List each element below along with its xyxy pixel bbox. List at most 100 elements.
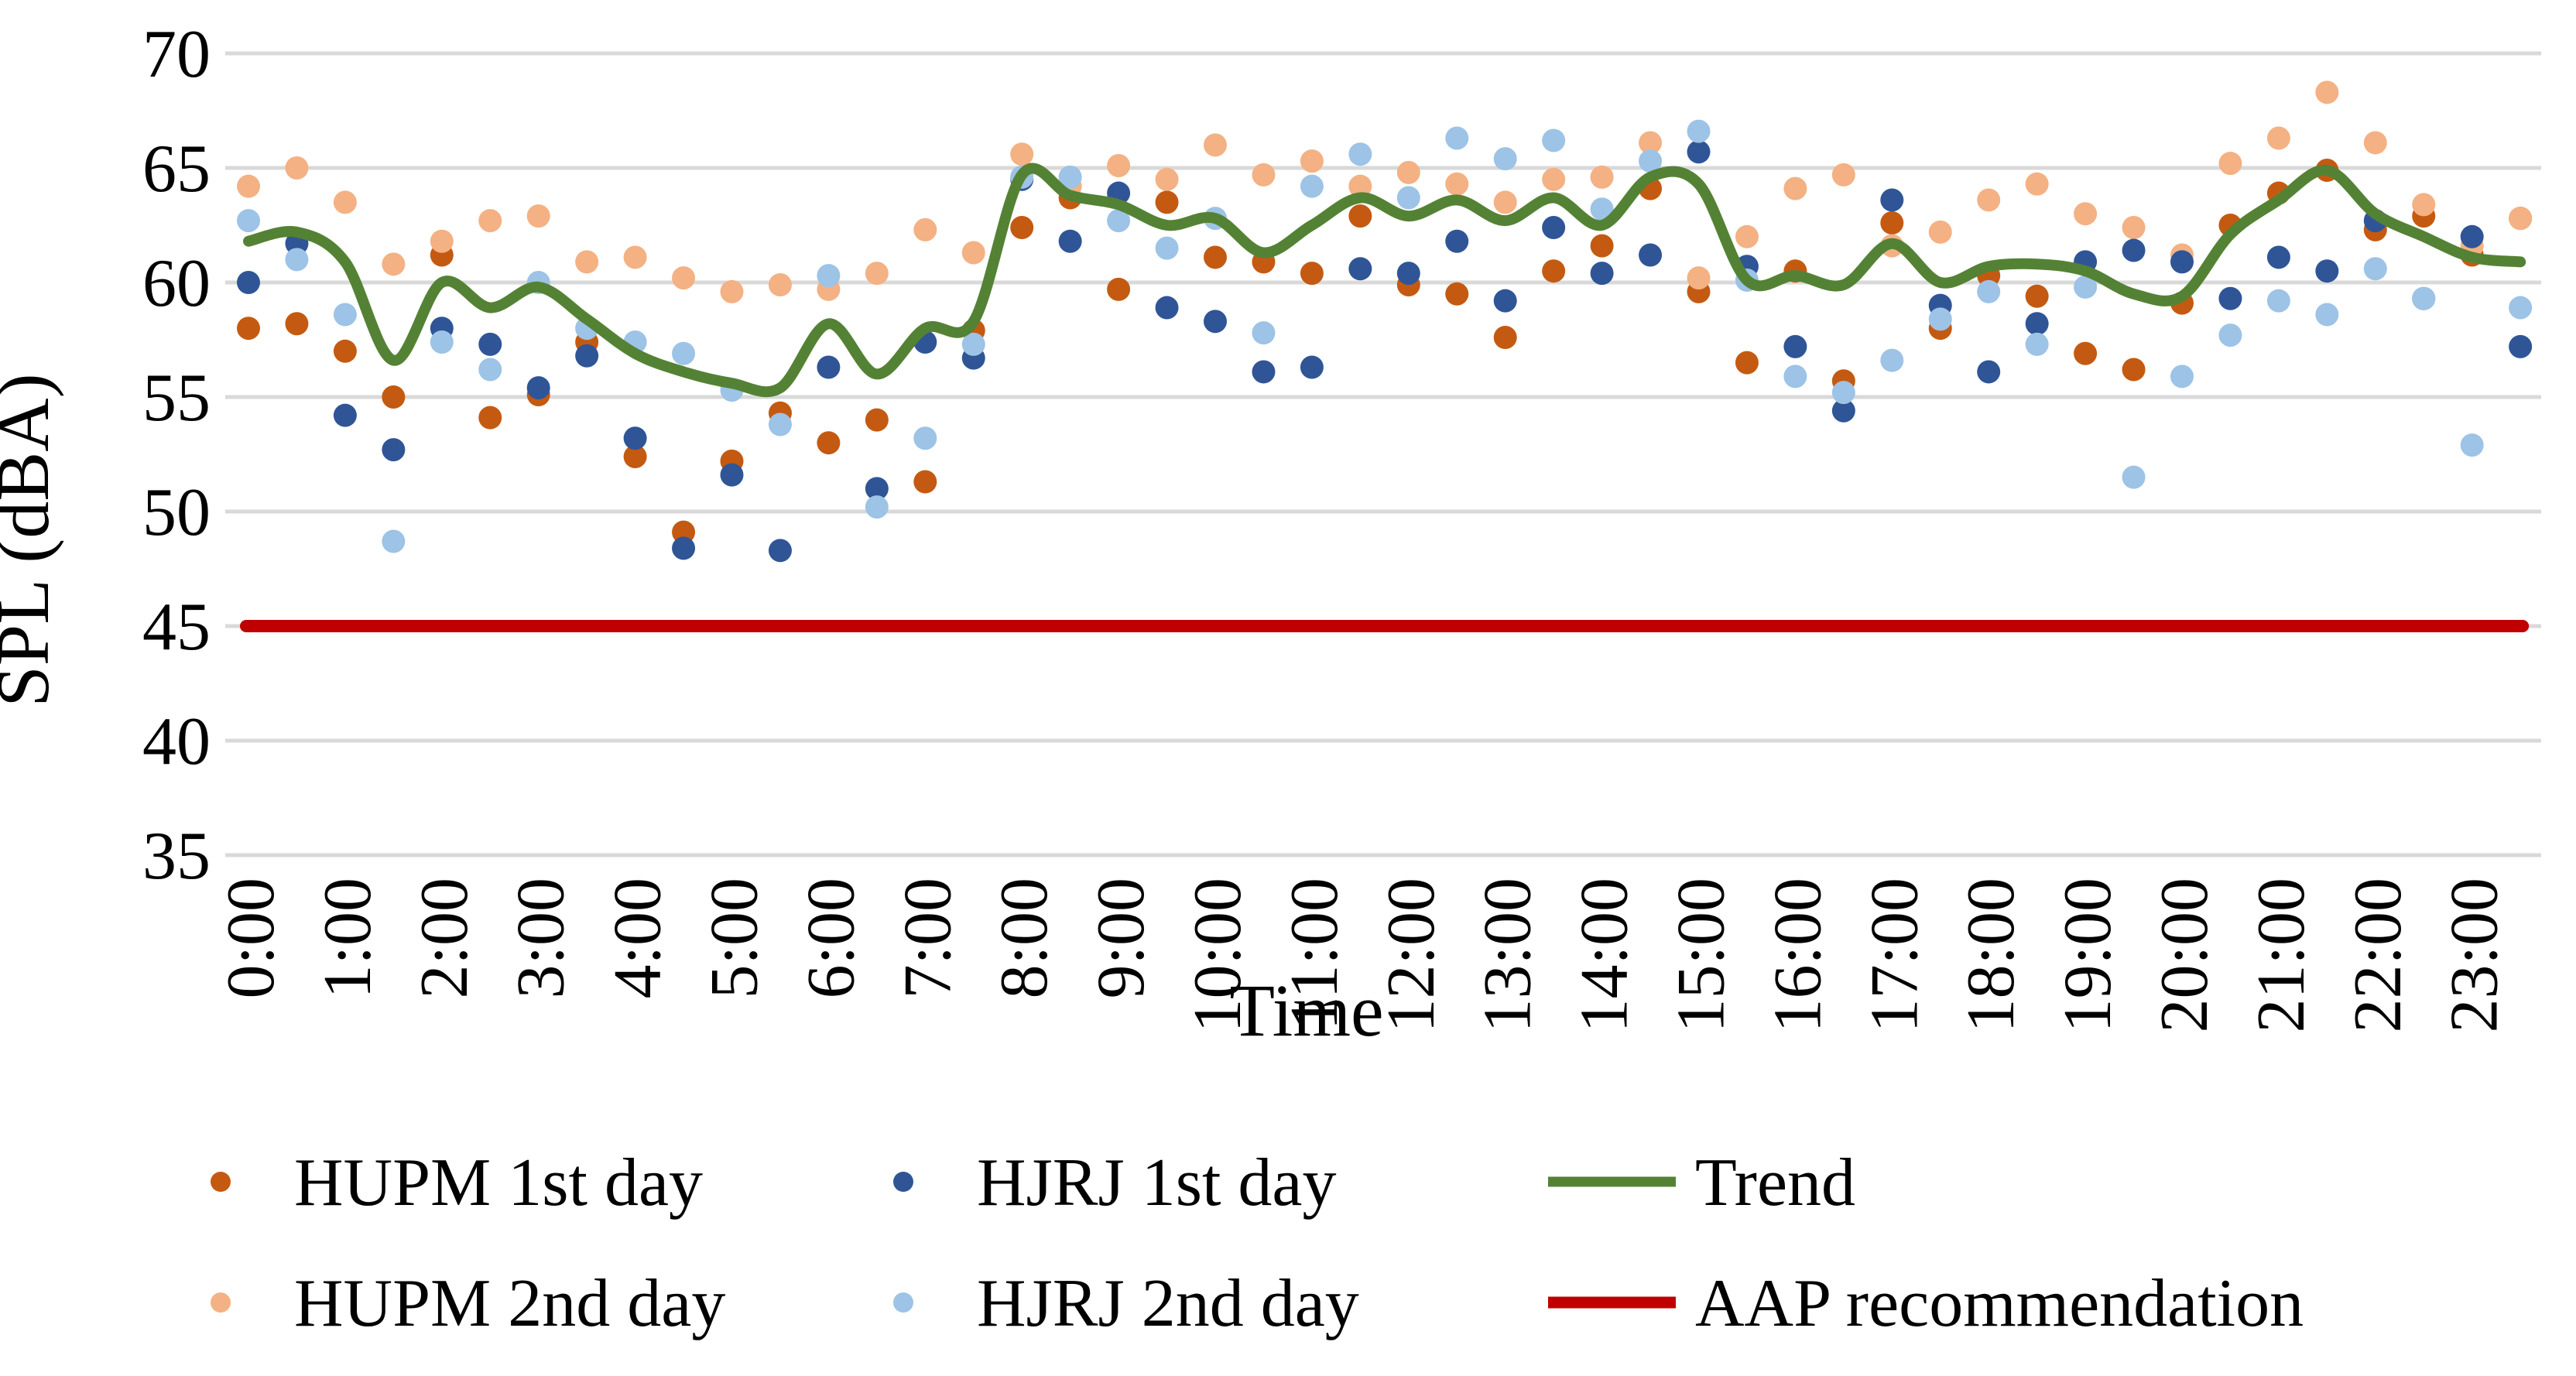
point-hupm-1st-day: [865, 408, 889, 432]
point-hjrj-2nd-day: [1928, 307, 1952, 331]
point-hjrj-2nd-day: [1590, 197, 1614, 221]
point-hupm-2nd-day: [237, 174, 260, 198]
point-hupm-1st-day: [1590, 234, 1614, 258]
point-hupm-2nd-day: [1493, 190, 1517, 214]
legend-label-hupm-1st-day: HUPM 1st day: [294, 1145, 703, 1220]
point-hjrj-2nd-day: [1396, 186, 1420, 210]
point-hjrj-1st-day: [768, 539, 792, 563]
point-hupm-2nd-day: [430, 229, 454, 253]
x-tick-12:00: 12:00: [1374, 878, 1449, 1032]
point-hjrj-1st-day: [1493, 289, 1517, 313]
point-hupm-2nd-day: [913, 217, 937, 241]
y-axis-title: SPL (dBA): [0, 373, 64, 707]
legend-marker-hjrj-2nd-day: [893, 1292, 913, 1313]
point-hupm-2nd-day: [1928, 220, 1952, 244]
point-hjrj-1st-day: [2509, 334, 2533, 358]
point-hupm-2nd-day: [2363, 131, 2387, 155]
y-tick-65: 65: [142, 132, 211, 207]
point-hupm-2nd-day: [1590, 165, 1614, 189]
x-tick-23:00: 23:00: [2437, 878, 2513, 1032]
point-hupm-2nd-day: [2074, 202, 2098, 226]
x-tick-13:00: 13:00: [1471, 878, 1546, 1032]
point-hjrj-1st-day: [1831, 399, 1855, 423]
point-hupm-1st-day: [1155, 190, 1179, 214]
point-hupm-2nd-day: [526, 204, 550, 228]
point-hjrj-2nd-day: [1831, 381, 1855, 405]
point-hupm-1st-day: [1735, 351, 1759, 375]
point-hupm-2nd-day: [1977, 188, 2001, 212]
gridlines: [225, 51, 2541, 857]
point-hupm-1st-day: [2122, 358, 2146, 382]
point-hjrj-2nd-day: [285, 248, 309, 272]
point-hupm-2nd-day: [1204, 133, 1227, 157]
x-tick-9:00: 9:00: [1084, 878, 1159, 998]
point-hupm-1st-day: [1880, 211, 1904, 235]
point-hupm-2nd-day: [1010, 142, 1034, 166]
y-tick-60: 60: [142, 246, 211, 321]
point-hupm-2nd-day: [720, 279, 744, 303]
series-hupm-2nd-day: [237, 80, 2533, 303]
point-hjrj-1st-day: [526, 376, 550, 400]
point-hupm-2nd-day: [2266, 126, 2290, 150]
x-tick-11:00: 11:00: [1277, 878, 1352, 1030]
point-hjrj-1st-day: [1348, 257, 1372, 281]
point-hjrj-1st-day: [2170, 250, 2194, 274]
point-hupm-1st-day: [1542, 259, 1566, 283]
point-hjrj-2nd-day: [2412, 286, 2436, 310]
point-hjrj-1st-day: [1542, 215, 1566, 239]
point-hupm-2nd-day: [1300, 149, 1324, 173]
point-hjrj-2nd-day: [2509, 296, 2533, 320]
point-hjrj-1st-day: [237, 271, 260, 294]
scatter-series: [237, 80, 2533, 563]
point-hjrj-2nd-day: [1058, 165, 1082, 189]
point-hupm-1st-day: [1300, 262, 1324, 286]
x-tick-5:00: 5:00: [697, 878, 772, 998]
x-tick-21:00: 21:00: [2244, 878, 2319, 1032]
x-tick-22:00: 22:00: [2341, 878, 2416, 1032]
point-hjrj-2nd-day: [865, 495, 889, 519]
point-hupm-2nd-day: [333, 190, 357, 214]
x-tick-15:00: 15:00: [1664, 878, 1739, 1032]
point-hupm-1st-day: [817, 431, 841, 455]
x-tick-17:00: 17:00: [1857, 878, 1932, 1032]
point-hjrj-2nd-day: [1493, 147, 1517, 171]
point-hupm-2nd-day: [2412, 193, 2436, 217]
point-hjrj-1st-day: [817, 355, 841, 379]
point-hjrj-2nd-day: [1445, 126, 1469, 150]
point-hjrj-2nd-day: [2122, 465, 2146, 489]
point-hupm-2nd-day: [865, 262, 889, 286]
point-hjrj-1st-day: [2460, 224, 2484, 248]
legend: HUPM 1st day HUPM 2nd day HJRJ 1st day H…: [211, 1145, 2304, 1341]
point-hjrj-1st-day: [2025, 312, 2049, 336]
point-hjrj-2nd-day: [2170, 365, 2194, 388]
legend-label-aap: AAP recommendation: [1695, 1266, 2304, 1341]
point-hupm-2nd-day: [382, 252, 406, 276]
point-hupm-2nd-day: [2122, 215, 2146, 239]
point-hjrj-1st-day: [1445, 229, 1469, 253]
point-hupm-1st-day: [672, 520, 696, 544]
legend-label-trend: Trend: [1695, 1145, 1855, 1220]
point-hupm-2nd-day: [2218, 152, 2242, 176]
trend-line: [243, 163, 2526, 398]
point-hjrj-1st-day: [720, 463, 744, 487]
y-tick-55: 55: [142, 361, 211, 436]
point-hupm-2nd-day: [575, 250, 599, 274]
point-hupm-1st-day: [623, 444, 647, 468]
point-hjrj-1st-day: [333, 403, 357, 427]
point-hjrj-1st-day: [1977, 360, 2001, 384]
x-axis-title: Time: [1229, 969, 1383, 1052]
point-hjrj-1st-day: [2218, 286, 2242, 310]
point-hupm-2nd-day: [1348, 174, 1372, 198]
point-hupm-2nd-day: [1687, 266, 1711, 290]
point-hupm-1st-day: [1010, 215, 1034, 239]
point-hjrj-2nd-day: [2218, 323, 2242, 347]
point-hupm-2nd-day: [2025, 172, 2049, 196]
x-tick-3:00: 3:00: [504, 878, 579, 998]
point-hjrj-1st-day: [1252, 360, 1276, 384]
x-tick-14:00: 14:00: [1567, 878, 1643, 1032]
point-hupm-2nd-day: [1155, 167, 1179, 191]
x-tick-8:00: 8:00: [987, 878, 1062, 998]
point-hjrj-1st-day: [1590, 262, 1614, 286]
point-hupm-2nd-day: [1542, 167, 1566, 191]
